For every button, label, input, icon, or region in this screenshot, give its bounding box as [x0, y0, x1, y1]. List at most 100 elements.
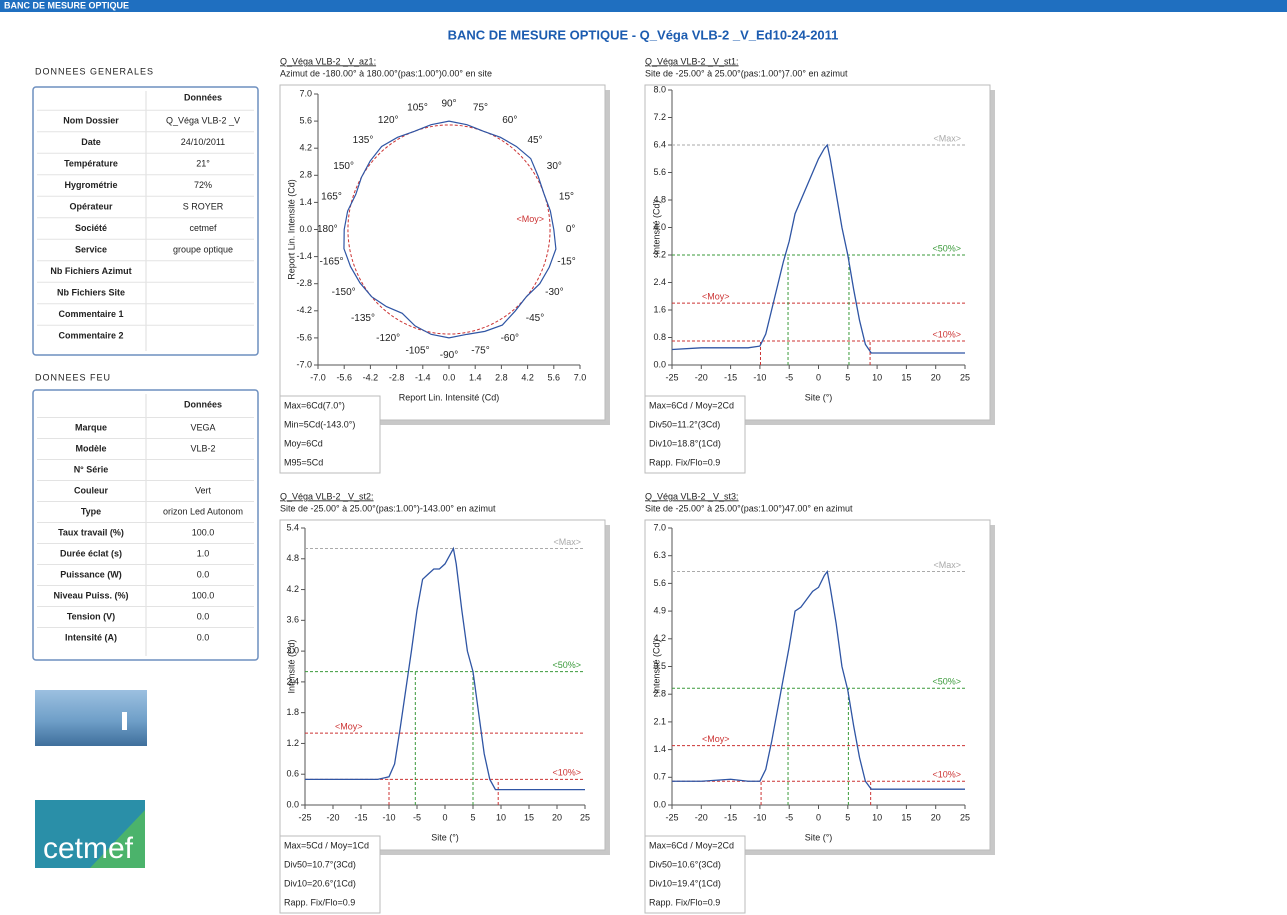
y-tick-label: 0.0: [653, 799, 666, 809]
top-bar: [0, 0, 1287, 12]
cell-value: orizon Led Autonom: [163, 506, 243, 516]
ref-label: <Moy>: [702, 292, 730, 302]
cell-value: 24/10/2011: [181, 137, 225, 147]
x-tick-label: -20: [326, 812, 339, 822]
angle-label: 75°: [473, 103, 488, 114]
chart-subtitle: Azimut de -180.00° à 180.00°(pas:1.00°)0…: [280, 68, 492, 78]
x-tick-label: 5.6: [548, 372, 561, 382]
stat-line: Min=5Cd(-143.0°): [284, 419, 355, 429]
angle-label: -150°: [332, 287, 356, 298]
y-axis-label: Intensité (Cd): [651, 200, 661, 254]
cell-label: Intensité (A): [65, 632, 117, 642]
ref-label: <Max>: [553, 537, 581, 547]
x-tick-label: 1.4: [469, 372, 482, 382]
y-axis-label: Intensité (Cd): [651, 639, 661, 693]
y-tick-label: -1.4: [296, 251, 312, 261]
ref-label: <50%>: [552, 660, 581, 670]
cell-value: S ROYER: [183, 201, 224, 211]
cell-label: Nom Dossier: [63, 115, 119, 125]
angle-label: 90°: [441, 98, 456, 109]
cell-label: Durée éclat (s): [60, 548, 122, 558]
y-tick-label: 1.4: [299, 197, 312, 207]
x-tick-label: -25: [665, 372, 678, 382]
y-tick-label: 5.6: [653, 578, 666, 588]
page-title: BANC DE MESURE OPTIQUE - Q_Véga VLB-2 _V…: [448, 27, 839, 42]
x-tick-label: 4.2: [521, 372, 534, 382]
x-axis-label: Report Lin. Intensité (Cd): [399, 392, 500, 402]
y-tick-label: 0.0: [653, 359, 666, 369]
y-tick-label: 0.0: [286, 799, 299, 809]
ref-label: <50%>: [932, 243, 961, 253]
cell-label: Date: [81, 137, 101, 147]
x-tick-label: -15: [724, 812, 737, 822]
cell-label: Société: [75, 223, 107, 233]
cell-label: Marque: [75, 422, 107, 432]
stat-line: Div10=20.6°(1Cd): [284, 878, 356, 888]
ref-label: <Moy>: [702, 734, 730, 744]
lighthouse: [122, 712, 127, 730]
cell-value: Vert: [195, 485, 212, 495]
stat-line: Moy=6Cd: [284, 438, 323, 448]
x-tick-label: 20: [931, 812, 941, 822]
cell-label: Nb Fichiers Azimut: [50, 266, 131, 276]
y-tick-label: 6.3: [653, 550, 666, 560]
ref-label: <10%>: [932, 770, 961, 780]
stat-line: M95=5Cd: [284, 457, 323, 467]
cell-value: 21°: [196, 158, 210, 168]
stat-line: Div10=18.8°(1Cd): [649, 438, 721, 448]
cell-value: groupe optique: [173, 244, 233, 254]
stat-line: Rapp. Fix/Flo=0.9: [649, 457, 720, 467]
angle-label: 105°: [407, 103, 428, 114]
cell-value: VEGA: [190, 422, 215, 432]
angle-label: 0°: [566, 224, 576, 235]
y-axis-label: Report Lin. Intensité (Cd): [286, 179, 296, 280]
y-tick-label: -7.0: [296, 359, 312, 369]
x-tick-label: -5: [785, 372, 793, 382]
y-tick-label: 0.8: [653, 332, 666, 342]
x-tick-label: -4.2: [363, 372, 379, 382]
x-tick-label: -25: [665, 812, 678, 822]
y-tick-label: 7.0: [653, 522, 666, 532]
table-header: Données: [184, 399, 222, 409]
cell-label: Service: [75, 244, 107, 254]
angle-label: -135°: [351, 313, 375, 324]
stat-line: Max=5Cd / Moy=1Cd: [284, 840, 369, 850]
chart-frame: [280, 85, 605, 420]
y-tick-label: -2.8: [296, 278, 312, 288]
x-tick-label: -5: [413, 812, 421, 822]
x-tick-label: 0: [816, 812, 821, 822]
cell-label: N° Série: [74, 464, 109, 474]
ref-label: <Moy>: [517, 214, 545, 224]
cell-value: 0.0: [197, 611, 210, 621]
x-axis-label: Site (°): [805, 392, 833, 402]
x-tick-label: -15: [724, 372, 737, 382]
x-tick-label: 25: [960, 372, 970, 382]
angle-label: -165°: [319, 257, 343, 268]
cell-label: Hygrométrie: [64, 180, 117, 190]
angle-label: 135°: [353, 135, 374, 146]
x-tick-label: -15: [354, 812, 367, 822]
x-tick-label: 15: [524, 812, 534, 822]
cell-value: Q_Véga VLB-2 _V: [166, 115, 240, 125]
x-tick-label: 20: [931, 372, 941, 382]
cell-label: Opérateur: [69, 201, 113, 211]
y-tick-label: 1.6: [653, 304, 666, 314]
y-tick-label: 8.0: [653, 84, 666, 94]
ref-label: <10%>: [552, 768, 581, 778]
cell-label: Taux travail (%): [58, 527, 124, 537]
chart-subtitle: Site de -25.00° à 25.00°(pas:1.00°)7.00°…: [645, 68, 848, 78]
cell-value: 0.0: [197, 632, 210, 642]
angle-label: 165°: [321, 192, 342, 203]
x-tick-label: 7.0: [574, 372, 587, 382]
angle-label: -45°: [526, 313, 544, 324]
angle-label: 150°: [333, 161, 354, 172]
x-tick-label: 5: [470, 812, 475, 822]
angle-label: 45°: [527, 135, 542, 146]
x-axis-label: Site (°): [431, 832, 459, 842]
cell-label: Commentaire 1: [58, 309, 123, 319]
cell-label: Commentaire 2: [58, 330, 123, 340]
ref-label: <50%>: [932, 677, 961, 687]
y-tick-label: 1.8: [286, 707, 299, 717]
y-tick-label: 0.7: [653, 772, 666, 782]
x-tick-label: 10: [496, 812, 506, 822]
